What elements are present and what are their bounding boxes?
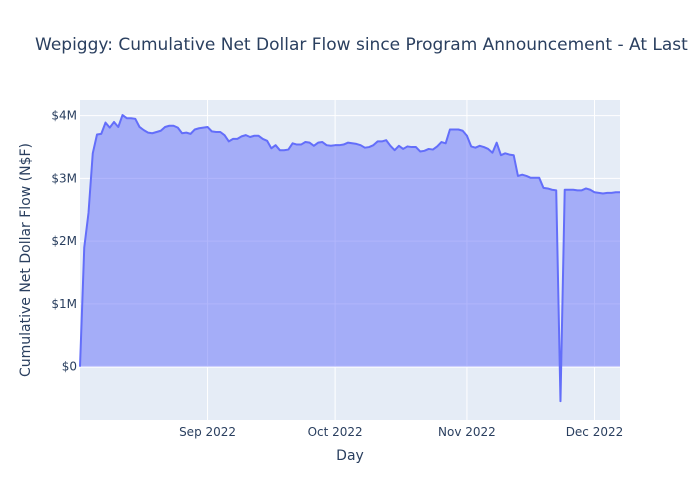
y-tick-label: $0	[62, 360, 77, 374]
x-tick-label: Sep 2022	[179, 425, 236, 439]
chart-title: Wepiggy: Cumulative Net Dollar Flow sinc…	[35, 35, 688, 55]
x-axis-title: Day	[336, 448, 364, 464]
data-layer	[79, 114, 620, 403]
y-tick-label: $3M	[51, 171, 77, 185]
x-tick-label: Nov 2022	[438, 425, 496, 439]
series-line	[79, 114, 620, 403]
y-tick-label: $4M	[51, 109, 77, 123]
x-tick-label: Dec 2022	[566, 425, 624, 439]
x-tick-label: Oct 2022	[308, 425, 363, 439]
tick-layer: Sep 2022 Oct 2022 Nov 2022 Dec 2022 $0 $1M $2M…	[51, 109, 623, 439]
series-area	[80, 115, 620, 402]
y-tick-label: $1M	[51, 297, 77, 311]
y-tick-label: $2M	[51, 234, 77, 248]
y-axis-title: Cumulative Net Dollar Flow (N$F)	[18, 143, 34, 377]
